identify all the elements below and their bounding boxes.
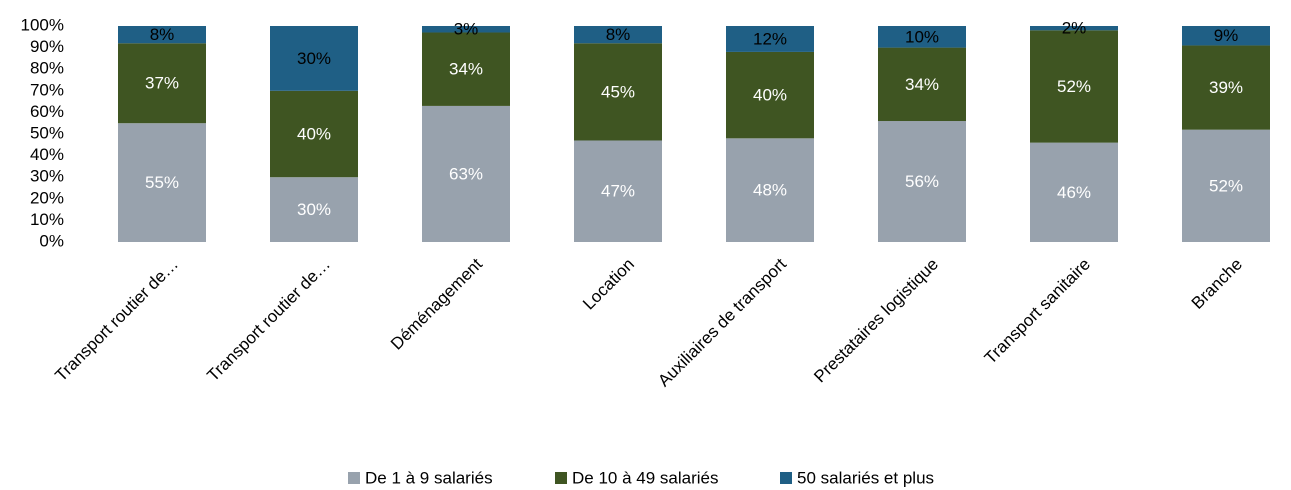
- bar-segment: [1030, 142, 1118, 242]
- data-label: 8%: [606, 25, 631, 44]
- legend-label: 50 salariés et plus: [797, 468, 934, 487]
- bar-segment: [270, 177, 358, 242]
- y-tick-label: 60%: [30, 102, 64, 121]
- bar-segment: [270, 90, 358, 178]
- data-label: 34%: [449, 60, 483, 79]
- data-label: 3%: [454, 20, 479, 39]
- data-label: 52%: [1057, 77, 1091, 96]
- y-tick-label: 70%: [30, 80, 64, 99]
- bar-segment: [1182, 26, 1270, 46]
- bar-segment: [118, 26, 206, 44]
- data-label: 30%: [297, 200, 331, 219]
- legend-swatch: [780, 472, 792, 484]
- y-tick-label: 40%: [30, 145, 64, 164]
- data-label: 63%: [449, 164, 483, 183]
- bar-segment: [422, 26, 510, 33]
- legend-label: De 1 à 9 salariés: [365, 468, 493, 487]
- bar-segment: [1030, 30, 1118, 143]
- bar-segment: [118, 123, 206, 242]
- bar-segment: [878, 26, 966, 48]
- x-tick-label: Transport routier de…: [51, 255, 182, 386]
- data-label: 10%: [905, 27, 939, 46]
- data-label: 8%: [150, 25, 175, 44]
- data-label: 56%: [905, 172, 939, 191]
- bar-segment: [1182, 129, 1270, 242]
- data-label: 2%: [1062, 19, 1087, 38]
- bar-segment: [422, 32, 510, 106]
- bar-segment: [726, 26, 814, 52]
- bar-segment: [878, 121, 966, 242]
- data-label: 48%: [753, 181, 787, 200]
- bar-segment: [118, 43, 206, 124]
- bar-segment: [878, 47, 966, 122]
- x-tick-label: Transport routier de…: [203, 255, 334, 386]
- bar-segment: [1030, 26, 1118, 31]
- y-tick-label: 80%: [30, 59, 64, 78]
- data-label: 46%: [1057, 183, 1091, 202]
- legend-swatch: [555, 472, 567, 484]
- data-label: 52%: [1209, 176, 1243, 195]
- y-tick-label: 90%: [30, 37, 64, 56]
- x-tick-label: Branche: [1188, 255, 1246, 313]
- data-label: 39%: [1209, 78, 1243, 97]
- y-tick-label: 0%: [39, 231, 64, 250]
- data-label: 47%: [601, 182, 635, 201]
- data-label: 40%: [297, 124, 331, 143]
- data-label: 12%: [753, 29, 787, 48]
- legend-swatch: [348, 472, 360, 484]
- y-tick-label: 10%: [30, 210, 64, 229]
- data-label: 9%: [1214, 26, 1239, 45]
- y-tick-label: 20%: [30, 188, 64, 207]
- y-tick-label: 100%: [21, 15, 64, 34]
- data-label: 45%: [601, 82, 635, 101]
- x-tick-label: Auxiliaires de transport: [654, 254, 790, 390]
- bar-segment: [270, 26, 358, 91]
- data-label: 40%: [753, 86, 787, 105]
- bar-segment: [1182, 45, 1270, 130]
- data-label: 37%: [145, 74, 179, 93]
- bar-segment: [726, 51, 814, 139]
- bar-segment: [574, 43, 662, 141]
- x-tick-label: Location: [579, 255, 638, 314]
- x-tick-label: Déménagement: [387, 254, 486, 353]
- x-tick-label: Transport sanitaire: [981, 255, 1094, 368]
- data-label: 55%: [145, 173, 179, 192]
- bar-segment: [574, 26, 662, 44]
- y-tick-label: 30%: [30, 167, 64, 186]
- data-label: 34%: [905, 75, 939, 94]
- bar-segment: [726, 138, 814, 242]
- y-tick-label: 50%: [30, 123, 64, 142]
- x-tick-label: Prestataires logistique: [810, 255, 942, 387]
- bar-segment: [574, 140, 662, 242]
- data-label: 30%: [297, 49, 331, 68]
- bar-segment: [422, 105, 510, 242]
- legend-label: De 10 à 49 salariés: [572, 468, 718, 487]
